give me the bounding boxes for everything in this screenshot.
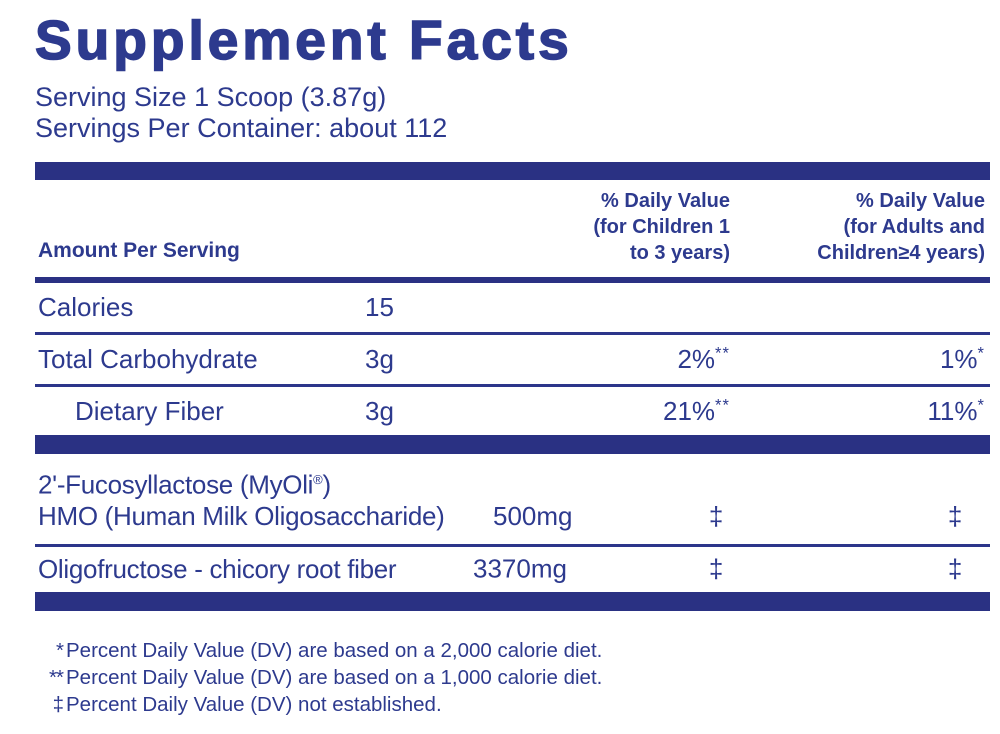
footnote-marker: ** (715, 394, 730, 414)
nutrient-label: Dietary Fiber (75, 395, 224, 426)
dv-children-dagger: ‡ (708, 553, 724, 584)
registered-mark: ® (313, 472, 323, 487)
footnote-marker: ** (715, 343, 730, 363)
footnote-text: Percent Daily Value (DV) are based on a … (66, 638, 603, 662)
ingredient-row-oligofructose: Oligofructose - chicory root fiber 3370m… (35, 547, 990, 592)
ingredient-name-line1: 2'-Fucosyllactose (MyOli®) (38, 469, 331, 500)
divider-bar-middle (35, 435, 990, 454)
nutrient-label: Calories (38, 292, 134, 322)
panel-title: Supplement Facts (34, 9, 573, 71)
footnotes-section: * Percent Daily Value (DV) are based on … (35, 637, 990, 718)
footnote-marker: * (977, 343, 985, 363)
footnote-dagger: ‡ Percent Daily Value (DV) not establish… (35, 691, 990, 718)
dv-adults-dagger: ‡ (947, 553, 963, 584)
footnote-single-asterisk: * Percent Daily Value (DV) are based on … (35, 637, 990, 664)
table-header: Amount Per Serving % Daily Value (for Ch… (35, 188, 990, 266)
footnote-symbol: ** (49, 665, 64, 689)
ingredient-row-fucosyllactose: 2'-Fucosyllactose (MyOli®) HMO (Human Mi… (35, 454, 990, 547)
footnote-text: Percent Daily Value (DV) not established… (66, 692, 442, 716)
header-dv-children: % Daily Value (for Children 1 to 3 years… (593, 190, 730, 264)
dv-children-value: 21%** (663, 394, 730, 426)
header-amount-per-serving: Amount Per Serving (38, 239, 240, 262)
footnote-symbol: ‡ (52, 692, 64, 716)
footnote-marker: * (977, 394, 985, 414)
dv-children-value: 2%** (677, 343, 730, 374)
footnote-text: Percent Daily Value (DV) are based on a … (66, 665, 603, 689)
nutrient-amount: 3g (365, 395, 394, 426)
ingredient-amount: 500mg (493, 500, 573, 531)
ingredient-name-line2: HMO (Human Milk Oligosaccharide) (38, 500, 445, 531)
supplement-facts-panel: Supplement Facts Serving Size 1 Scoop (3… (34, 9, 990, 718)
dv-children-dagger: ‡ (708, 500, 724, 531)
nutrient-amount: 3g (365, 344, 394, 374)
dv-adults-value: 11%* (927, 394, 985, 426)
nutrient-row-calories: Calories 15 (35, 283, 990, 335)
nutrient-amount: 15 (365, 292, 394, 322)
nutrient-row-total-carbohydrate: Total Carbohydrate 3g 2%** 1%* (35, 335, 990, 387)
footnote-symbol: * (56, 638, 64, 662)
ingredient-name: Oligofructose - chicory root fiber (38, 553, 397, 584)
divider-bar-bottom (35, 591, 990, 611)
divider-bar-top (35, 162, 990, 180)
header-dv-adults: % Daily Value (for Adults and Children≥4… (817, 190, 985, 264)
footnote-double-asterisk: ** Percent Daily Value (DV) are based on… (35, 664, 990, 691)
servings-per-container-text: Servings Per Container: about 112 (35, 113, 448, 143)
nutrient-label: Total Carbohydrate (38, 344, 258, 374)
nutrient-row-dietary-fiber: Dietary Fiber 3g 21%** 11%* (35, 387, 990, 435)
serving-size-text: Serving Size 1 Scoop (3.87g) (35, 82, 387, 112)
dv-adults-value: 1%* (939, 343, 985, 374)
header-rule (35, 277, 990, 283)
serving-info: Serving Size 1 Scoop (3.87g) Servings Pe… (35, 82, 990, 144)
ingredient-amount: 3370mg (473, 553, 567, 584)
dv-adults-dagger: ‡ (947, 500, 963, 531)
